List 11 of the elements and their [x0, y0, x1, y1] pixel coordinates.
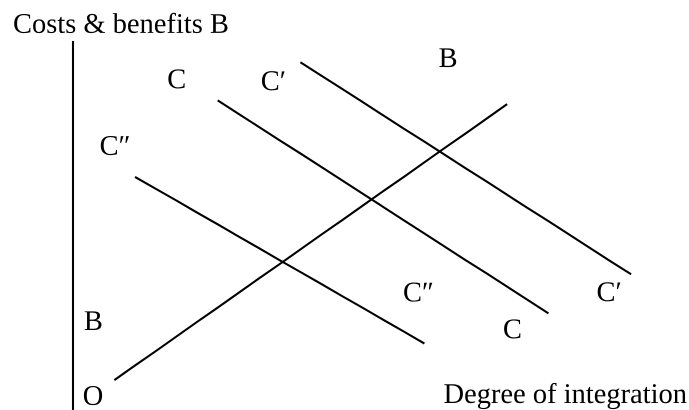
text: C″	[404, 282, 432, 302]
text: B	[439, 48, 456, 68]
series-label: C′	[598, 282, 620, 302]
text: O	[84, 386, 102, 406]
text: C′	[262, 71, 285, 90]
series-label: B	[84, 311, 102, 330]
y-axis-title: Costs & benefits B	[14, 12, 228, 34]
series-label: C	[504, 319, 520, 338]
text: C	[168, 69, 185, 88]
x-axis-title: Degree of integration	[444, 382, 687, 410]
series-label: C″	[100, 136, 129, 156]
